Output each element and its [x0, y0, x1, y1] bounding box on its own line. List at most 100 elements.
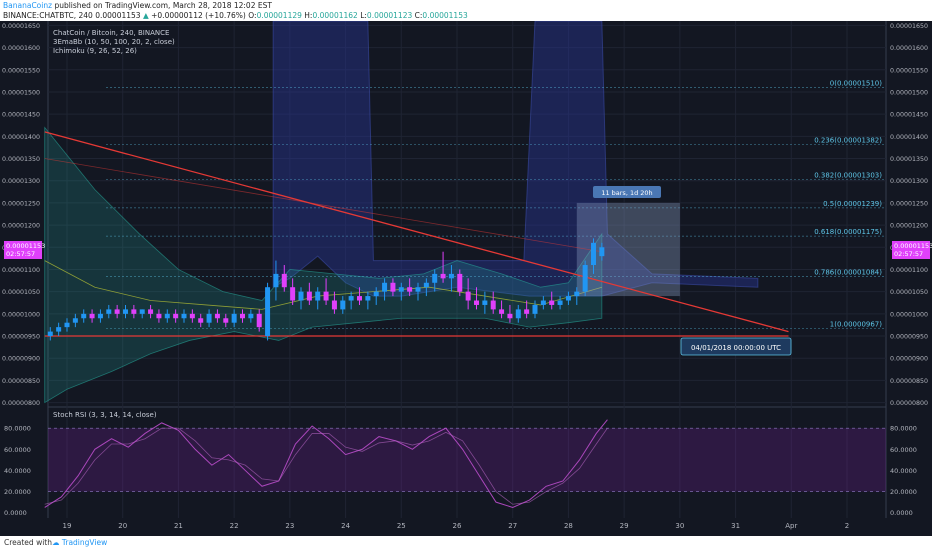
- candle-body: [398, 287, 404, 292]
- y-tick-label-left: 0.00001350: [2, 156, 40, 163]
- last-price: 0.00001153: [95, 11, 141, 20]
- brand-text: TradingView: [61, 538, 108, 547]
- candle-body: [164, 313, 170, 319]
- chart-canvas[interactable]: 0(0.00001510) 0.236(0.00001382) 0.382(0.00…: [0, 21, 932, 536]
- candle-body: [599, 247, 605, 257]
- date-label-text: 04/01/2018 00:00:00 UTC: [691, 344, 781, 352]
- candle-body: [89, 313, 95, 319]
- candle-body: [189, 313, 195, 319]
- measure-label[interactable]: 11 bars, 1d 20h: [593, 186, 661, 198]
- last-price-tag-right: 0.00001153 02:57:57: [892, 241, 932, 259]
- fib-level-label: 0.382(0.00001303): [814, 171, 882, 179]
- open-value: 0.00001129: [256, 11, 302, 20]
- stoch-rsi-line: [44, 419, 608, 508]
- candle-body: [256, 313, 262, 328]
- candle-body: [240, 313, 245, 319]
- candlestick-series: [47, 238, 605, 341]
- x-tick-label: 27: [508, 522, 517, 530]
- candle-body: [582, 265, 588, 292]
- rsi-tick-label-left: 20.0000: [4, 488, 31, 496]
- y-tick-label-right: 0.00000950: [890, 334, 928, 341]
- candle-body: [457, 273, 463, 292]
- candle-body: [373, 291, 379, 297]
- rsi-tick-label-left: 0.0000: [4, 509, 27, 517]
- candle-body: [64, 322, 70, 328]
- indicator-legend-ema-bb[interactable]: 3EmaBb (10, 50, 100, 20, 2, close): [53, 38, 175, 46]
- y-tick-label-left: 0.00001100: [2, 267, 40, 274]
- y-tick-label-left: 0.00001650: [2, 23, 40, 30]
- candle-body: [248, 313, 254, 319]
- y-tick-label-right: 0.00001550: [890, 67, 928, 74]
- published-text: published on TradingView.com, March 28, …: [54, 1, 272, 10]
- rsi-tick-label-right: 0.0000: [890, 509, 913, 517]
- bollinger-band-area: [44, 126, 603, 404]
- x-tick-label: 23: [285, 522, 294, 530]
- author-link[interactable]: BananaCoinz: [3, 1, 53, 10]
- candle-body: [591, 242, 596, 266]
- candle-body: [524, 309, 530, 314]
- close-label: C:: [414, 11, 423, 20]
- tradingview-logo[interactable]: ☁ TradingView: [52, 536, 107, 550]
- ichimoku-cloud-area: [272, 21, 759, 297]
- rsi-tick-label-right: 40.0000: [890, 467, 917, 475]
- candle-body: [106, 309, 112, 314]
- rsi-title[interactable]: Stoch RSI (3, 3, 14, 14, close): [53, 411, 157, 419]
- low-label: L:: [360, 11, 367, 20]
- candle-body: [507, 313, 513, 319]
- candle-body: [365, 296, 371, 301]
- candle-body: [490, 300, 496, 310]
- candle-body: [474, 300, 479, 305]
- measure-label-text: 11 bars, 1d 20h: [601, 189, 652, 197]
- candle-body: [407, 287, 413, 292]
- candle-body: [139, 309, 145, 314]
- y-tick-label-right: 0.00001650: [890, 23, 928, 30]
- x-tick-label: 25: [397, 522, 406, 530]
- date-label[interactable]: 04/01/2018 00:00:00 UTC: [680, 337, 792, 356]
- candle-body: [206, 313, 212, 323]
- symbol-label: BINANCE:CHATBTC, 240: [3, 11, 93, 20]
- y-tick-label-right: 0.00001600: [890, 45, 928, 52]
- cloud-icon: ☁: [52, 538, 60, 547]
- price-tag-right-countdown: 02:57:57: [894, 250, 923, 258]
- y-tick-label-left: 0.00001600: [2, 45, 40, 52]
- candle-body: [340, 300, 346, 310]
- quote-line: BINANCE:CHATBTC, 240 0.00001153 ▲ +0.000…: [3, 11, 468, 21]
- y-tick-label-right: 0.00001350: [890, 156, 928, 163]
- candle-body: [114, 309, 120, 314]
- candle-body: [265, 287, 271, 337]
- y-tick-label-left: 0.00000900: [2, 356, 40, 363]
- fib-level-label: 1(0.00000967): [830, 320, 882, 328]
- candle-body: [331, 300, 337, 310]
- x-tick-label: 24: [341, 522, 350, 530]
- high-value: 0.00001162: [312, 11, 358, 20]
- x-tick-label: 21: [174, 522, 183, 530]
- candle-body: [281, 273, 287, 288]
- fib-level-label: 0.786(0.00001084): [814, 269, 882, 277]
- y-tick-label-left: 0.00000950: [2, 334, 40, 341]
- y-tick-label-left: 0.00001550: [2, 67, 40, 74]
- created-with-text: Created with: [4, 538, 52, 547]
- y-tick-label-right: 0.00001300: [890, 178, 928, 185]
- candle-body: [574, 291, 580, 297]
- candle-body: [131, 309, 137, 314]
- candle-body: [515, 309, 521, 319]
- candle-body: [557, 300, 563, 305]
- indicator-legend-ichimoku[interactable]: Ichimoku (9, 26, 52, 26): [53, 47, 137, 55]
- candle-body: [465, 291, 471, 301]
- candle-body: [323, 291, 329, 301]
- candle-body: [390, 282, 396, 292]
- y-tick-label-right: 0.00001500: [890, 89, 928, 96]
- y-tick-label-right: 0.00001000: [890, 311, 928, 318]
- y-tick-label-left: 0.00001000: [2, 311, 40, 318]
- chart-header: BananaCoinz published on TradingView.com…: [0, 0, 932, 21]
- change-text: +0.00000112 (+10.76%): [151, 11, 246, 20]
- y-tick-label-right: 0.00000850: [890, 378, 928, 385]
- price-tag-right-value: 0.00001153: [894, 242, 932, 250]
- y-tick-label-left: 0.00001200: [2, 223, 40, 230]
- footer: Created with ☁ TradingView: [0, 536, 932, 550]
- candle-body: [214, 313, 220, 319]
- candle-body: [306, 291, 312, 301]
- x-tick-label: 31: [731, 522, 740, 530]
- chart-title: ChatCoin / Bitcoin, 240, BINANCE: [53, 29, 170, 37]
- candle-body: [47, 331, 53, 337]
